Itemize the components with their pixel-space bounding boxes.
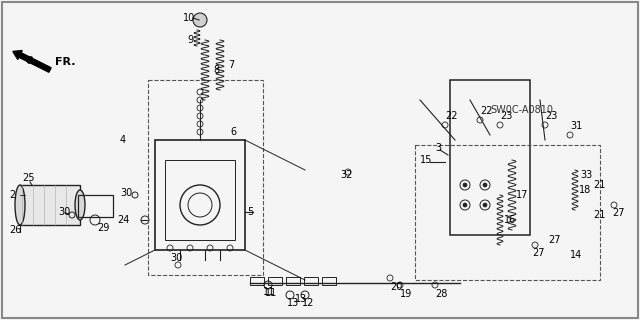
Circle shape — [463, 183, 467, 187]
Text: 8: 8 — [213, 65, 219, 75]
Text: 12: 12 — [302, 298, 314, 308]
Text: 15: 15 — [420, 155, 433, 165]
Text: 30: 30 — [120, 188, 132, 198]
Text: 21: 21 — [593, 210, 605, 220]
Text: 30: 30 — [58, 207, 70, 217]
Text: FR.: FR. — [55, 57, 76, 67]
Text: 11: 11 — [263, 287, 275, 297]
Ellipse shape — [15, 185, 25, 225]
Text: 27: 27 — [532, 248, 545, 258]
Bar — [304, 277, 318, 285]
Text: 18: 18 — [579, 185, 591, 195]
Text: 5: 5 — [247, 207, 253, 217]
Bar — [78, 195, 113, 217]
Text: 29: 29 — [97, 223, 109, 233]
Text: 6: 6 — [230, 127, 236, 137]
Text: 3: 3 — [435, 143, 441, 153]
Ellipse shape — [75, 190, 85, 220]
Text: 21: 21 — [593, 180, 605, 190]
Text: 23: 23 — [500, 111, 513, 121]
Bar — [155, 140, 245, 250]
Text: 4: 4 — [120, 135, 126, 145]
Text: 10: 10 — [183, 13, 195, 23]
Text: 20: 20 — [390, 282, 403, 292]
Bar — [268, 277, 282, 285]
Text: 28: 28 — [435, 289, 447, 299]
Text: 26: 26 — [9, 225, 21, 235]
Text: 27: 27 — [548, 235, 561, 245]
Text: 2: 2 — [9, 190, 15, 200]
Circle shape — [483, 183, 487, 187]
Text: 16: 16 — [504, 215, 516, 225]
Bar — [148, 80, 263, 275]
FancyArrow shape — [13, 51, 51, 72]
Text: 14: 14 — [570, 250, 582, 260]
Text: 11: 11 — [265, 288, 277, 298]
Bar — [20, 185, 80, 225]
Text: 23: 23 — [545, 111, 557, 121]
Text: 19: 19 — [400, 289, 412, 299]
Bar — [415, 145, 600, 280]
Text: 27: 27 — [612, 208, 625, 218]
Text: 22: 22 — [480, 106, 493, 116]
Text: 30: 30 — [170, 253, 182, 263]
Bar — [165, 160, 235, 240]
Text: 22: 22 — [445, 111, 458, 121]
Circle shape — [463, 203, 467, 207]
Text: 13: 13 — [287, 298, 300, 308]
Circle shape — [193, 13, 207, 27]
Text: 17: 17 — [516, 190, 529, 200]
Circle shape — [483, 203, 487, 207]
Text: 33: 33 — [580, 170, 592, 180]
Text: 13: 13 — [295, 294, 307, 304]
Text: 24: 24 — [118, 215, 130, 225]
Text: SW0C-A0810: SW0C-A0810 — [490, 105, 553, 115]
Text: 9: 9 — [187, 35, 193, 45]
Bar — [450, 80, 530, 235]
Bar — [250, 277, 264, 285]
Text: 31: 31 — [570, 121, 582, 131]
Text: 32: 32 — [340, 170, 353, 180]
Bar — [322, 277, 336, 285]
Bar — [286, 277, 300, 285]
Text: 7: 7 — [228, 60, 234, 70]
Text: 25: 25 — [22, 173, 35, 183]
